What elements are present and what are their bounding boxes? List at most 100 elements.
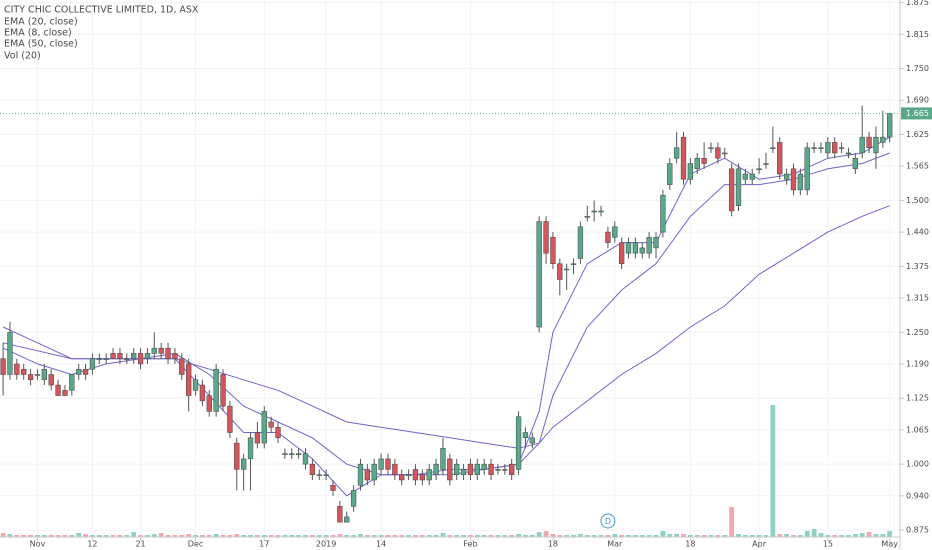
volume-bar xyxy=(653,535,659,537)
volume-bar xyxy=(564,535,570,537)
candle-body xyxy=(344,516,350,523)
volume-bar xyxy=(21,535,27,537)
candle-body xyxy=(460,469,467,475)
volume-bar xyxy=(612,534,618,537)
candle-body xyxy=(426,469,432,481)
candle-body xyxy=(577,226,584,259)
candle-body xyxy=(27,374,34,381)
candle-body xyxy=(756,168,762,171)
candle-body xyxy=(172,353,178,359)
volume-bar xyxy=(578,534,583,537)
volume-bar xyxy=(509,535,515,537)
volume-bar xyxy=(447,535,453,537)
volume-bar xyxy=(110,535,116,537)
candle-body xyxy=(289,453,295,455)
volume-bar xyxy=(275,535,281,537)
volume-bar xyxy=(41,535,47,537)
x-tick-label: 14 xyxy=(376,540,386,549)
candle-body xyxy=(735,168,742,206)
candle-body xyxy=(330,485,336,491)
candle-body xyxy=(646,237,652,254)
candle-body xyxy=(206,395,212,412)
candle-body xyxy=(350,490,357,507)
volume-bar xyxy=(619,535,625,537)
volume-bar xyxy=(200,535,205,537)
volume-bar xyxy=(674,534,680,537)
volume-bar xyxy=(103,535,109,537)
candle-body xyxy=(412,469,419,481)
candle-body xyxy=(481,463,487,470)
volume-bar xyxy=(523,535,528,537)
volume-bar xyxy=(784,534,790,537)
y-tick-label: 1.500 xyxy=(906,196,929,205)
candle-body xyxy=(440,448,446,470)
candle-body xyxy=(76,368,82,375)
volume-bar xyxy=(873,534,879,537)
candle-body xyxy=(378,458,384,470)
volume-bar xyxy=(0,533,6,537)
volume-bar xyxy=(791,535,796,537)
volume-bar xyxy=(818,533,824,537)
plot: D xyxy=(0,105,900,537)
y-tick-label: 1.815 xyxy=(906,30,929,39)
candle-body xyxy=(227,405,233,433)
candle-body xyxy=(845,152,852,155)
volume-bar xyxy=(241,535,247,537)
candle-body xyxy=(591,210,597,213)
candle-body xyxy=(124,358,130,360)
dividend-marker xyxy=(600,513,616,529)
candle-body xyxy=(295,453,302,455)
volume-bar xyxy=(76,533,82,537)
volume-bar xyxy=(825,535,831,537)
volume-bar xyxy=(158,533,164,537)
volume-bar xyxy=(227,535,233,537)
candle-body xyxy=(385,458,391,470)
candle-body xyxy=(316,474,322,476)
candle-body xyxy=(419,474,425,481)
volume-bar xyxy=(598,535,604,537)
volume-bar xyxy=(461,535,466,537)
volume-bar xyxy=(289,535,295,537)
volume-bar xyxy=(323,535,329,537)
candle-body xyxy=(309,463,316,475)
volume-bar xyxy=(399,535,405,537)
x-tick-label: May xyxy=(881,540,898,549)
candle-body xyxy=(660,194,666,233)
y-tick-label: 1.065 xyxy=(906,425,929,434)
candle-body xyxy=(790,168,797,191)
candle-body xyxy=(852,157,858,170)
candle-body xyxy=(749,173,755,180)
volume-bar xyxy=(296,535,302,537)
volume-bar xyxy=(516,534,521,537)
last-price-label: 1.665 xyxy=(906,109,929,118)
y-tick-label: 1.875 xyxy=(906,0,929,7)
volume-bar xyxy=(763,535,769,537)
last-price-box xyxy=(901,107,932,120)
candle-body xyxy=(866,136,872,148)
candle-body xyxy=(474,463,480,475)
candle-body xyxy=(722,152,728,155)
volume-bar xyxy=(234,534,240,537)
volume-bar xyxy=(14,535,20,537)
candle-body xyxy=(488,463,494,475)
candle-body xyxy=(131,353,137,359)
candle-body xyxy=(557,263,563,280)
candle-body xyxy=(179,358,185,375)
candle-body xyxy=(0,358,6,375)
ema-line xyxy=(2,152,890,476)
x-tick-label: Nov xyxy=(30,540,46,549)
volume-bar xyxy=(69,535,75,537)
volume-bar xyxy=(406,535,411,537)
candle-body xyxy=(282,453,288,455)
candle-body xyxy=(880,136,886,143)
x-tick-label: 2019 xyxy=(316,540,336,549)
candle-body xyxy=(838,147,845,149)
volume-bar xyxy=(151,534,157,537)
volume-bar xyxy=(7,534,13,537)
candle-body xyxy=(268,421,274,428)
legend-entry: EMA (50, close) xyxy=(4,39,78,50)
legend-entry: EMA (20, close) xyxy=(4,17,78,28)
y-tick-label: 1.440 xyxy=(906,228,929,237)
volume-bar xyxy=(646,535,652,537)
volume-bar xyxy=(481,535,487,537)
